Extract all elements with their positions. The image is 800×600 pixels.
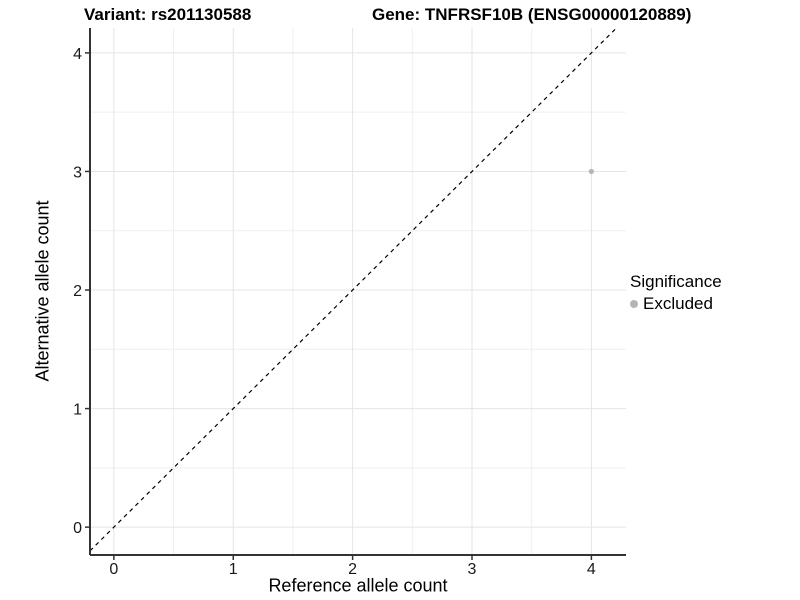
y-axis-title: Alternative allele count bbox=[32, 200, 53, 382]
data-point bbox=[588, 168, 594, 175]
x-axis-title: Reference allele count bbox=[268, 575, 448, 596]
variant-title: Variant: rs201130588 bbox=[84, 5, 252, 24]
x-tick-label: 1 bbox=[229, 561, 238, 578]
y-tick-label: 3 bbox=[73, 164, 82, 181]
x-tick-label: 3 bbox=[468, 561, 477, 578]
x-tick-label: 2 bbox=[348, 561, 357, 578]
x-tick-label: 4 bbox=[587, 561, 596, 578]
legend-item-excluded: Excluded bbox=[630, 294, 722, 313]
x-tick-label: 0 bbox=[109, 561, 118, 578]
legend-item-label: Excluded bbox=[643, 294, 713, 313]
legend: Significance Excluded bbox=[630, 272, 722, 313]
y-tick-label: 4 bbox=[73, 46, 82, 63]
identity-dashed-line bbox=[89, 27, 617, 552]
gene-title: Gene: TNFRSF10B (ENSG00000120889) bbox=[372, 5, 692, 24]
y-tick-label: 0 bbox=[73, 520, 82, 537]
y-tick-label: 1 bbox=[73, 402, 82, 419]
legend-title: Significance bbox=[630, 272, 722, 291]
y-tick-label: 2 bbox=[73, 283, 82, 300]
legend-dot-icon bbox=[630, 299, 638, 308]
